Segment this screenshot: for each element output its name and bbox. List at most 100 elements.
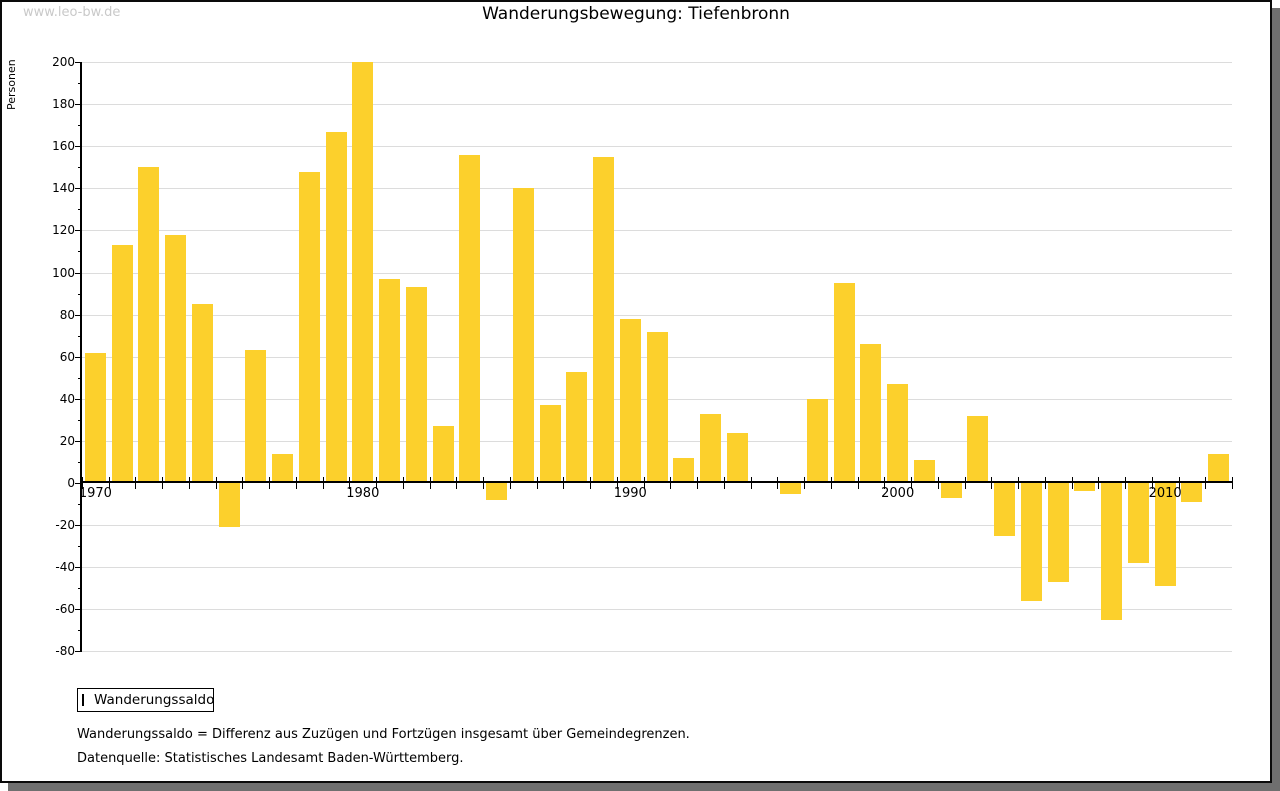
bar [967,415,989,481]
y-tick [75,651,82,653]
gridline [82,609,1232,611]
bar [138,167,160,481]
bar [994,483,1016,536]
x-year-label: 1970 [78,486,112,501]
bar [726,432,748,481]
bar [486,483,508,500]
gridline [82,272,1232,274]
y-tick [75,356,82,358]
y-tick [75,525,82,527]
gridline [82,104,1232,106]
watermark: www.leo-bw.de [23,5,121,20]
x-tick [1178,477,1180,489]
y-tick [75,440,82,442]
x-year-label: 1990 [613,486,647,501]
gridline [82,651,1232,653]
y-tick-label: 140 [52,181,75,196]
drop-shadow-right [1272,8,1280,791]
x-tick [750,477,752,489]
y-tick-label: 200 [52,55,75,69]
x-tick [82,477,83,489]
x-year-label: 2000 [881,486,915,501]
y-tick-label: 120 [52,223,75,238]
bar [298,171,320,481]
x-tick [1125,477,1127,489]
y-axis-line [80,62,82,652]
x-tick [509,477,511,489]
y-tick [75,398,82,400]
bar [379,278,401,481]
bar [780,483,802,494]
bar [699,413,721,481]
legend-label: Wanderungssaldo [94,692,215,708]
drop-shadow-bottom [8,783,1272,791]
y-tick-label: -80 [55,644,75,659]
x-tick [643,477,645,489]
x-tick [1018,477,1020,489]
y-axis-label: Personen [5,59,18,110]
bar [940,483,962,498]
bar [593,156,614,481]
gridline [82,525,1232,527]
x-tick [349,477,351,489]
x-tick [483,477,485,489]
x-tick [830,477,832,489]
x-tick [723,477,725,489]
gridline [82,146,1232,148]
bar [218,483,240,528]
y-tick [75,567,82,569]
y-tick-label: 100 [52,265,75,280]
bar [1101,483,1123,620]
bar [673,457,695,481]
bar [860,344,882,481]
bar [84,352,106,481]
bar [1181,483,1203,502]
y-tick [75,314,82,316]
x-tick [804,477,806,489]
bar [887,384,909,481]
y-tick [75,62,82,63]
x-tick [1205,477,1207,489]
x-tick [1098,477,1100,489]
bar [405,287,427,481]
y-tick-label: -20 [55,518,75,533]
x-tick [884,477,886,489]
x-tick [536,477,538,489]
x-tick [295,477,297,489]
x-tick [991,477,993,489]
bar [1047,483,1069,582]
bar [432,426,454,481]
y-tick-label: 60 [59,349,75,364]
bar [191,304,213,481]
legend-swatch-icon [82,694,84,706]
bar [325,131,347,481]
x-tick [188,477,190,489]
bar [1208,453,1230,481]
bar [1154,483,1176,587]
x-tick [1044,477,1046,489]
footnote-source: Datenquelle: Statistisches Landesamt Bad… [77,751,464,766]
y-tick-label: 160 [52,139,75,154]
bar [539,405,561,481]
x-tick [911,477,913,489]
x-tick [269,477,271,489]
bar [646,331,668,481]
x-tick [1071,477,1073,489]
bar [913,459,935,481]
y-tick-label: -60 [55,602,75,617]
x-tick [777,477,779,489]
bar [1127,483,1149,563]
x-tick [590,477,592,489]
x-tick [937,477,939,489]
y-tick [75,609,82,611]
x-tick [108,477,110,489]
y-tick [75,188,82,190]
x-year-label: 2010 [1148,486,1182,501]
x-tick [402,477,404,489]
legend-box: Wanderungssaldo [77,688,214,712]
x-tick [215,477,217,489]
bar [352,62,374,481]
chart-title: Wanderungsbewegung: Tiefenbronn [482,4,790,24]
bar [1074,483,1096,492]
x-tick [322,477,324,489]
